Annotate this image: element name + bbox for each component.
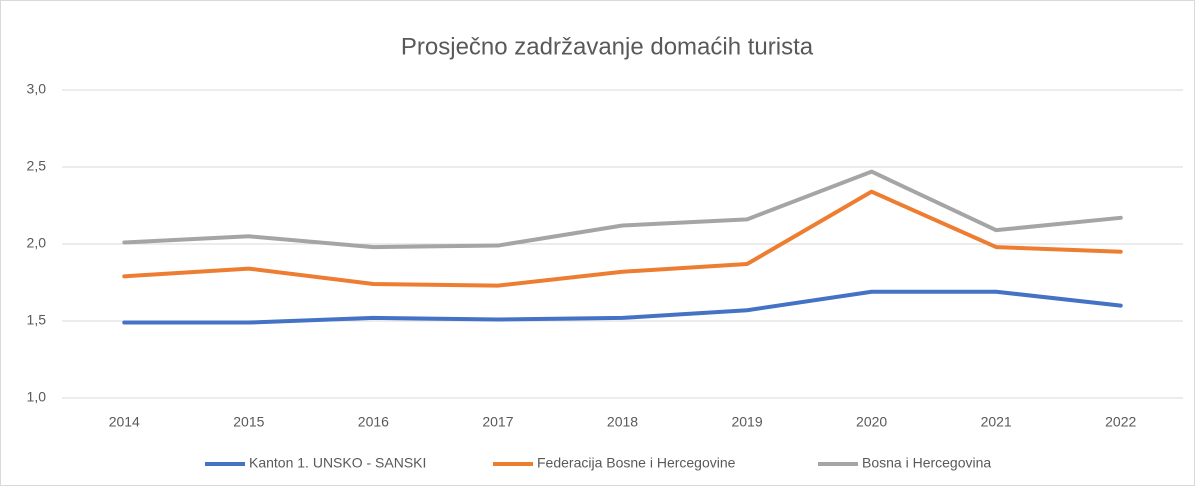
y-tick-label: 1,5 bbox=[27, 312, 47, 328]
y-tick-label: 2,5 bbox=[27, 158, 47, 174]
y-tick-label: 2,0 bbox=[27, 235, 47, 251]
legend-label: Kanton 1. UNSKO - SANSKI bbox=[249, 455, 426, 471]
x-tick-label: 2021 bbox=[981, 414, 1012, 430]
x-tick-label: 2015 bbox=[233, 414, 264, 430]
legend-label: Federacija Bosne i Hercegovine bbox=[537, 455, 736, 471]
line-series bbox=[122, 169, 1123, 250]
line-series bbox=[122, 289, 1123, 325]
chart-title: Prosječno zadržavanje domaćih turista bbox=[401, 33, 814, 60]
x-tick-label: 2019 bbox=[731, 414, 762, 430]
x-tick-label: 2022 bbox=[1105, 414, 1136, 430]
x-tick-label: 2018 bbox=[607, 414, 638, 430]
line-series bbox=[122, 189, 1123, 288]
x-tick-label: 2017 bbox=[482, 414, 513, 430]
y-tick-label: 1,0 bbox=[27, 389, 47, 405]
legend-label: Bosna i Hercegovina bbox=[862, 455, 991, 471]
x-tick-label: 2016 bbox=[358, 414, 389, 430]
x-tick-label: 2020 bbox=[856, 414, 887, 430]
y-tick-label: 3,0 bbox=[27, 81, 47, 97]
x-tick-label: 2014 bbox=[109, 414, 140, 430]
